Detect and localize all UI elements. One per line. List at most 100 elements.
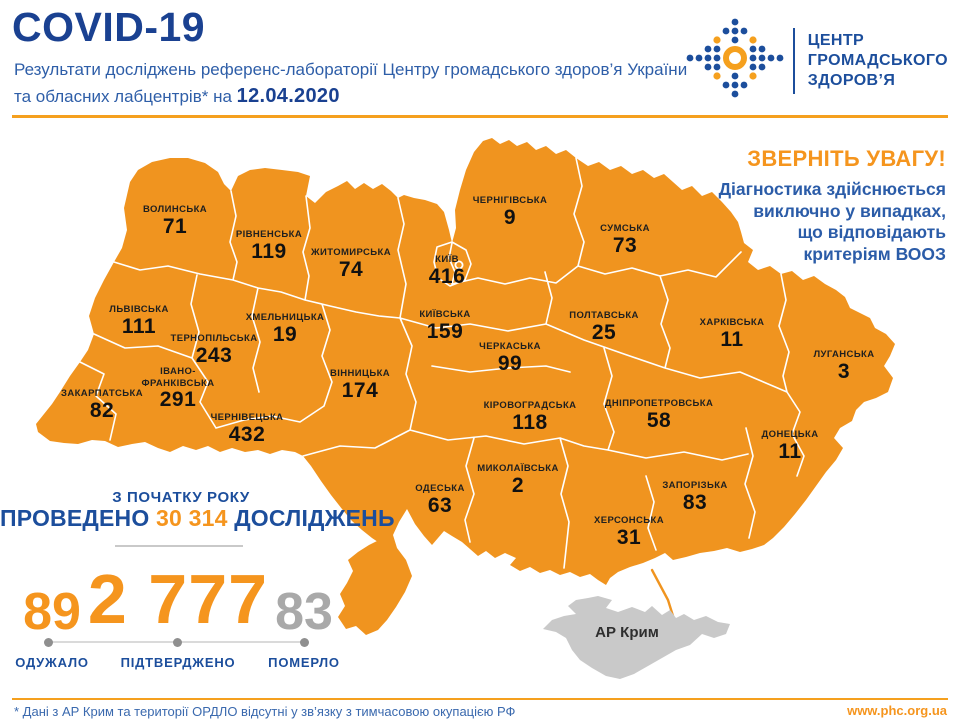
region-rivnenska: РІВНЕНСЬКА 119: [194, 229, 344, 263]
logo-divider: [792, 27, 795, 94]
region-vinnytska: ВІННИЦЬКА 174: [285, 368, 435, 402]
region-mykolaivska: МИКОЛАЇВСЬКА 2: [443, 463, 593, 497]
stats-divider: [115, 545, 243, 547]
tests-suffix: ДОСЛІДЖЕНЬ: [234, 505, 395, 531]
region-value: 63: [427, 493, 453, 517]
region-khersonska: ХЕРСОНСЬКА 31: [554, 515, 704, 549]
phc-logo: ЦЕНТР ГРОМАДСЬКОГО ЗДОРОВ’Я: [683, 8, 948, 113]
region-kyivska: КИЇВСЬКА 159: [370, 309, 520, 343]
region-value: 19: [272, 322, 298, 346]
region-name: ХМЕЛЬНИЦЬКА: [245, 312, 325, 323]
region-value: 83: [682, 490, 708, 514]
subtitle-line-1: Результати досліджень референс-лаборатор…: [14, 60, 688, 79]
attention-note: ЗВЕРНІТЬ УВАГУ! Діагностика здійснюється…: [719, 146, 946, 265]
region-name: ДНІПРОПЕТРОВСЬКА: [604, 398, 714, 409]
region-value: 119: [251, 239, 287, 263]
region-name: ОДЕСЬКА: [415, 483, 465, 494]
attention-line: критеріям ВООЗ: [803, 243, 946, 264]
region-name: КИЇВ: [435, 254, 459, 265]
recovered-count: 89: [23, 583, 81, 641]
confirmed-label: ПІДТВЕРДЖЕНО: [120, 655, 236, 670]
region-chernivetska: ЧЕРНІВЕЦЬКА 432: [172, 412, 322, 446]
region-zaporizka: ЗАПОРІЗЬКА 83: [620, 480, 770, 514]
region-name: ЗАПОРІЗЬКА: [662, 480, 728, 491]
tests-count: 30 314: [156, 505, 228, 531]
region-sumska: СУМСЬКА 73: [550, 223, 700, 257]
region-value: 82: [89, 398, 115, 422]
region-value: 11: [778, 439, 802, 463]
oblast-borders: [79, 157, 805, 569]
died-label: ПОМЕРЛО: [268, 655, 340, 670]
region-poltavska: ПОЛТАВСЬКА 25: [529, 310, 679, 344]
region-kharkivska: ХАРКІВСЬКА 11: [657, 317, 807, 351]
region-value: 74: [338, 257, 364, 281]
region-value: 11: [720, 327, 744, 351]
region-name: ДОНЕЦЬКА: [761, 429, 819, 440]
region-value: 73: [612, 233, 638, 257]
region-value: 99: [497, 351, 523, 375]
region-name: ЛЬВІВСЬКА: [109, 304, 169, 315]
region-value: 3: [837, 359, 851, 383]
attention-title: ЗВЕРНІТЬ УВАГУ!: [747, 146, 946, 171]
logo-text: ЦЕНТР ГРОМАДСЬКОГО ЗДОРОВ’Я: [808, 31, 948, 91]
region-value: 2: [511, 473, 525, 497]
region-value: 25: [591, 320, 617, 344]
died-dot: [300, 638, 309, 647]
region-cherkaska: ЧЕРКАСЬКА 99: [435, 341, 585, 375]
region-luhanska: ЛУГАНСЬКА 3: [769, 349, 919, 383]
stats-tests-line: ПРОВЕДЕНО 30 314 ДОСЛІДЖЕНЬ: [0, 505, 394, 532]
region-chernihivska: ЧЕРНІГІВСЬКА 9: [435, 195, 585, 229]
region-name: ПОЛТАВСЬКА: [569, 310, 639, 321]
region-name: ЖИТОМИРСЬКА: [311, 247, 391, 258]
region-khmelnytska: ХМЕЛЬНИЦЬКА 19: [210, 312, 360, 346]
region-odeska: ОДЕСЬКА 63: [365, 483, 515, 517]
region-name: ІВАНО-ФРАНКІВСЬКА: [141, 366, 215, 389]
attention-line: Діагностика здійснюється: [718, 179, 946, 199]
region-name: ЗАКАРПАТСЬКА: [61, 388, 143, 399]
ukraine-mainland-shape: [36, 138, 895, 635]
region-volynska: ВОЛИНСЬКА 71: [100, 204, 250, 238]
confirmed-count: 2 777: [87, 560, 269, 638]
region-ivano-frankivska: ІВАНО-ФРАНКІВСЬКА 291: [132, 366, 224, 411]
attention-line: що відповідають: [797, 222, 946, 242]
region-value: 71: [162, 214, 188, 238]
logo-line-3: ЗДОРОВ’Я: [807, 71, 896, 89]
region-dnipropetrovska: ДНІПРОПЕТРОВСЬКА 58: [584, 398, 734, 432]
kyiv-city-marker: [454, 260, 464, 270]
page-subtitle: Результати досліджень референс-лаборатор…: [14, 57, 687, 110]
subtitle-line-2-text: та обласних лабцентрів* на: [14, 87, 232, 106]
logo-line-2: ГРОМАДСЬКОГО: [807, 51, 948, 69]
recovered-label: ОДУЖАЛО: [15, 655, 89, 670]
region-name: КИЇВСЬКА: [419, 309, 471, 320]
region-name: ЧЕРНІВЕЦЬКА: [210, 412, 284, 423]
region-value: 416: [428, 264, 466, 288]
region-value: 291: [159, 388, 197, 411]
died-count: 83: [275, 583, 333, 641]
page-title: COVID-19: [12, 4, 206, 50]
region-value: 118: [512, 410, 548, 434]
report-date: 12.04.2020: [236, 85, 340, 107]
region-name: ТЕРНОПІЛЬСЬКА: [170, 333, 258, 344]
region-donetska: ДОНЕЦЬКА 11: [715, 429, 865, 463]
subtitle-line-2: та обласних лабцентрів* на 12.04.2020: [14, 83, 687, 110]
region-name: МИКОЛАЇВСЬКА: [477, 463, 559, 474]
confirmed-dot: [173, 638, 182, 647]
region-value: 111: [121, 314, 157, 338]
region-zhytomyrska: ЖИТОМИРСЬКА 74: [276, 247, 426, 281]
phc-logo-icon: [683, 8, 787, 113]
region-name: ХЕРСОНСЬКА: [594, 515, 664, 526]
site-link[interactable]: www.phc.org.ua: [847, 703, 947, 718]
crimea-shape: [543, 596, 730, 679]
attention-line: виключно у випадках,: [753, 200, 946, 221]
region-name: ЧЕРКАСЬКА: [479, 341, 541, 352]
logo-line-1: ЦЕНТР: [807, 31, 865, 49]
region-value: 243: [195, 343, 233, 367]
region-value: 9: [503, 205, 517, 229]
region-value: 31: [616, 525, 642, 549]
region-name: РІВНЕНСЬКА: [235, 229, 303, 240]
crimea-label: АР Крим: [595, 624, 659, 641]
region-name: ВІННИЦЬКА: [329, 368, 391, 379]
region-name: ХАРКІВСЬКА: [699, 317, 765, 328]
recovered-dot: [44, 638, 53, 647]
region-kyiv-city: КИЇВ 416: [372, 254, 522, 288]
